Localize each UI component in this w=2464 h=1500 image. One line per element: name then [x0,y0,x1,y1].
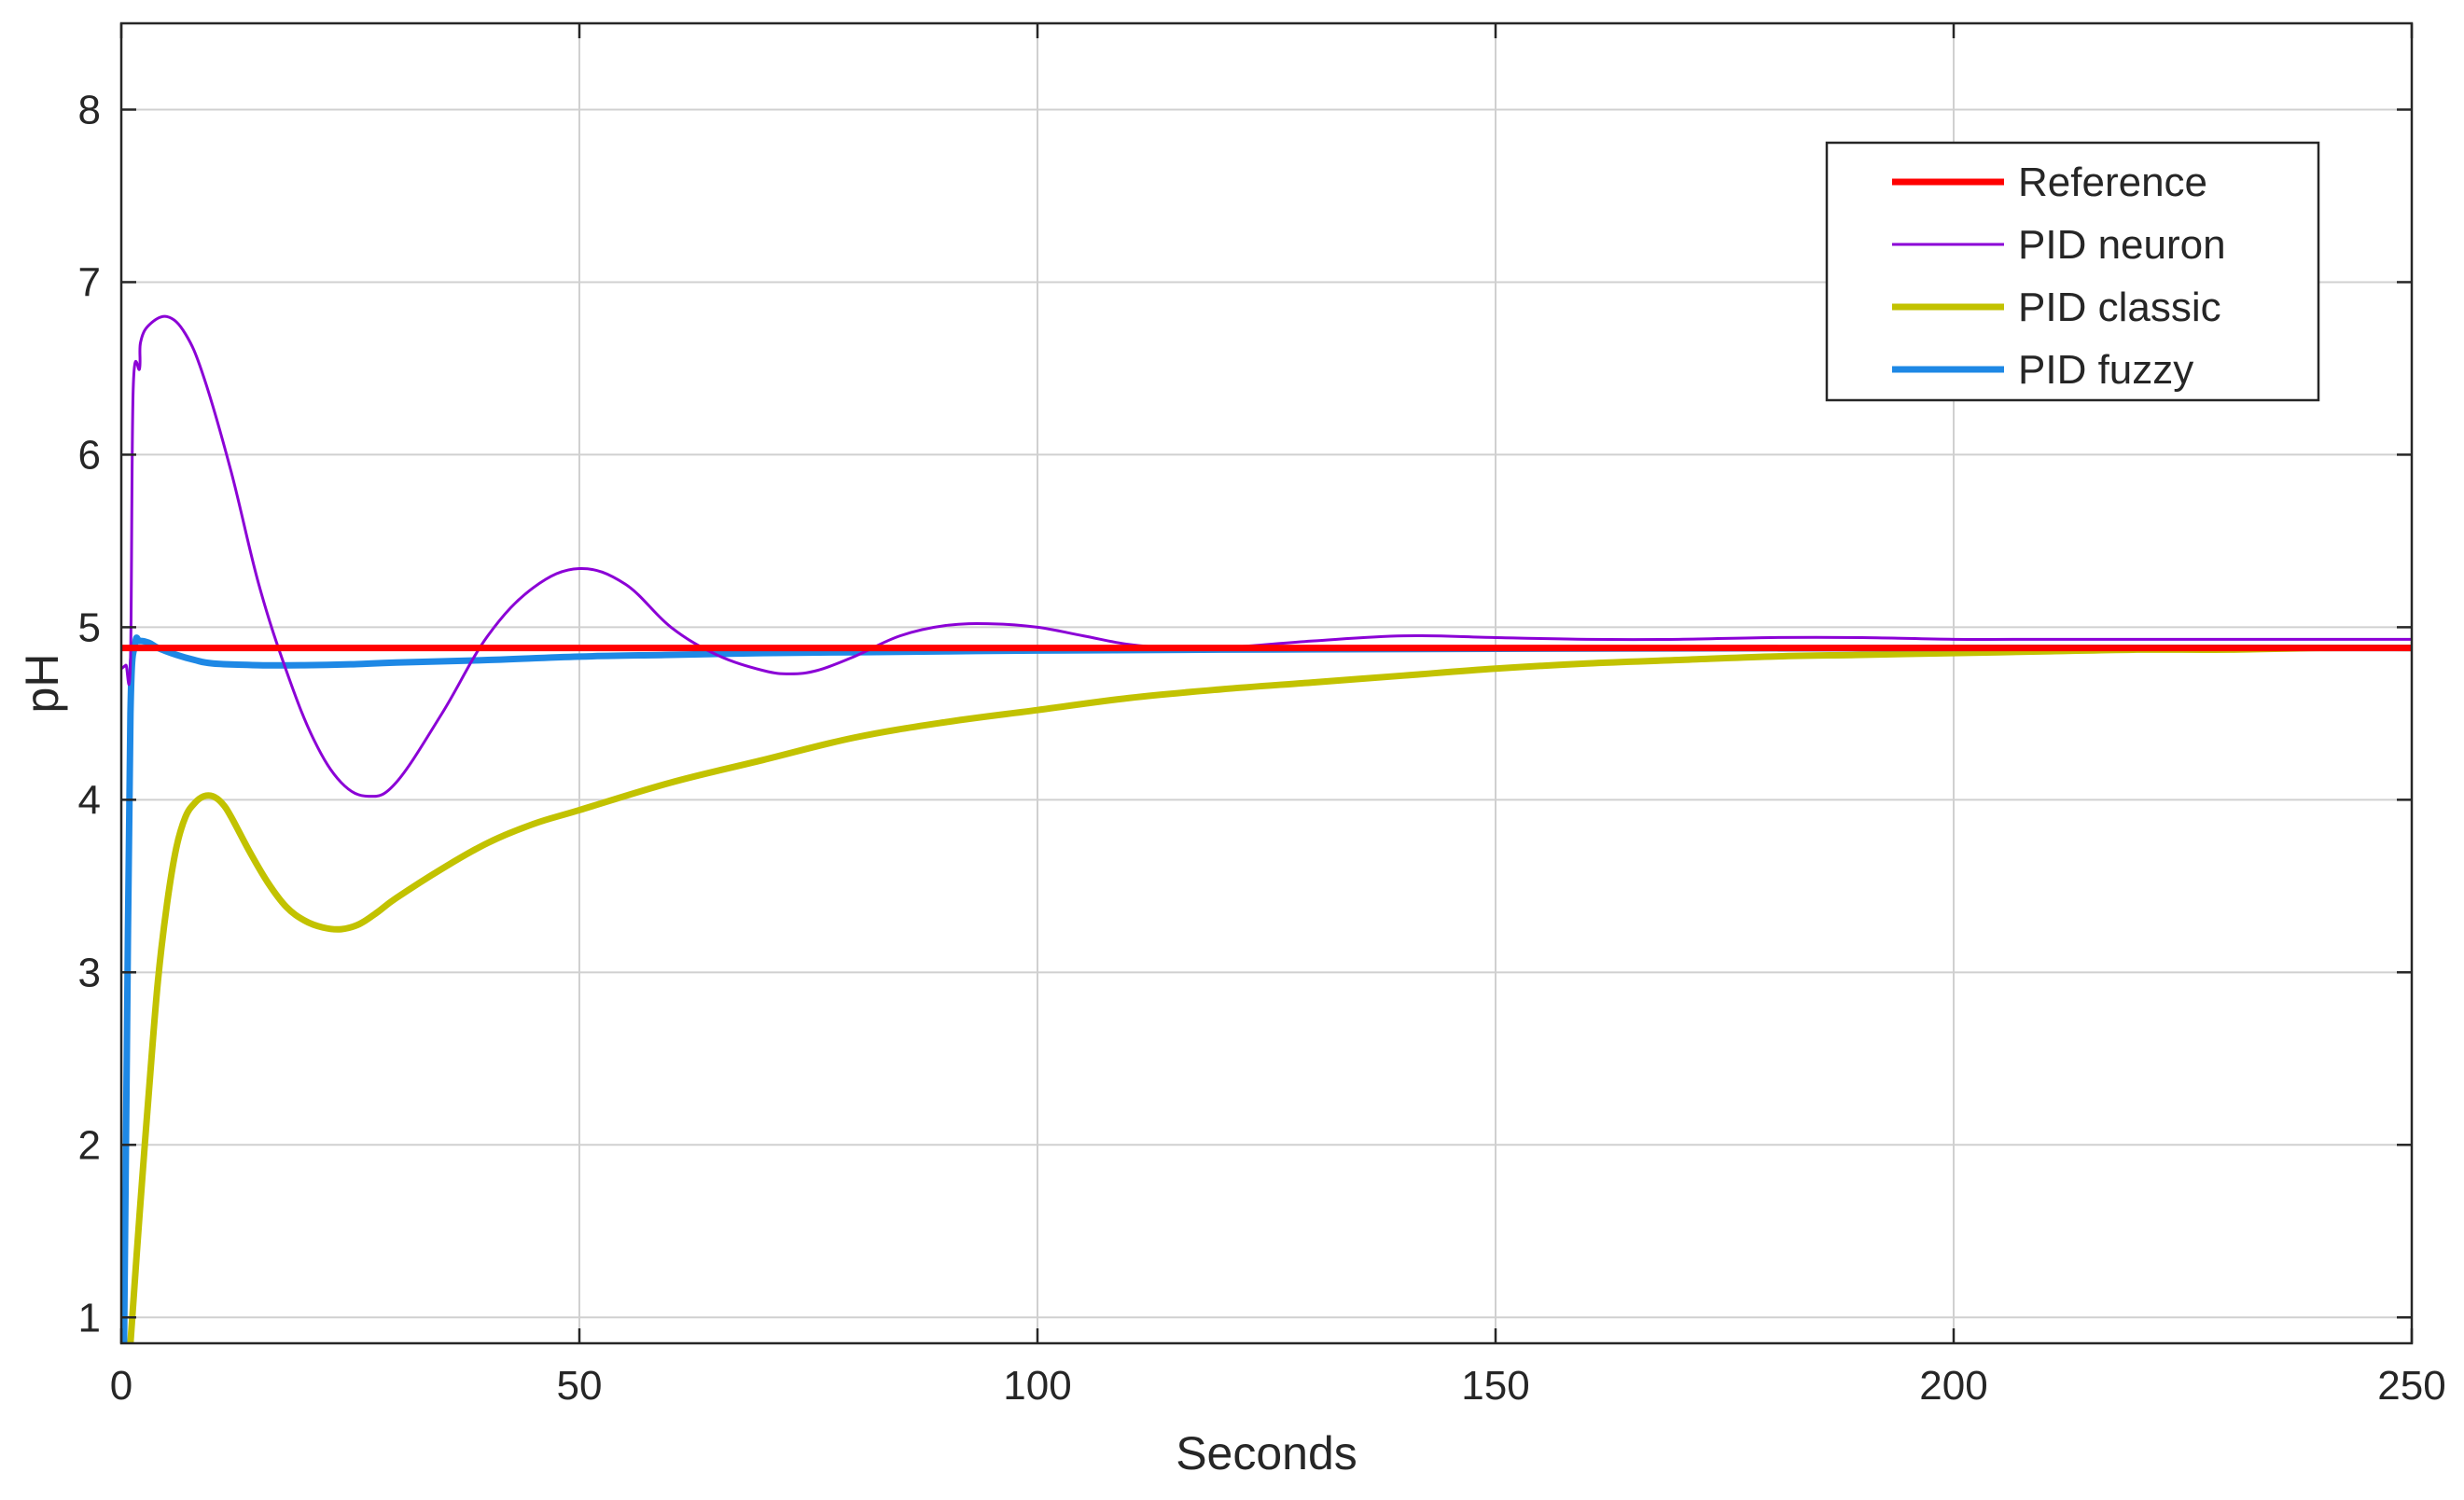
legend-label-pid-classic: PID classic [2018,285,2221,330]
axis-ticks [119,23,2414,1343]
y-tick-label: 8 [78,87,101,132]
y-tick-label: 5 [78,604,101,650]
x-tick-label: 200 [1919,1363,1987,1409]
legend-label-reference: Reference [2018,160,2207,205]
y-tick-label: 1 [78,1295,101,1340]
legend: Reference PID neuron PID classic PID fuzzy [1825,141,2320,402]
tick-labels: 0 50 100 150 200 250 1 2 3 4 5 6 7 8 [78,87,2446,1409]
series-line-pid-neuron [121,314,2412,799]
x-tick-label: 50 [557,1363,603,1409]
legend-box [1825,141,2320,402]
legend-label-pid-neuron: PID neuron [2018,222,2226,268]
y-tick-label: 3 [78,950,101,995]
x-axis-title: Seconds [1176,1427,1357,1479]
y-tick-label: 2 [78,1122,101,1168]
y-tick-label: 4 [78,777,101,823]
legend-label-pid-fuzzy: PID fuzzy [2018,347,2193,393]
grid [120,23,2413,1343]
y-tick-label: 6 [78,432,101,478]
plot-frame [119,21,2414,1345]
y-axis-title: pH [16,654,68,714]
x-tick-label: 100 [1003,1363,1071,1409]
series-layer [121,314,2412,1343]
series-line-pid-classic [127,644,2412,1343]
x-tick-label: 250 [2377,1363,2445,1409]
x-tick-label: 150 [1461,1363,1529,1409]
x-tick-label: 0 [110,1363,132,1409]
y-tick-label: 7 [78,259,101,305]
